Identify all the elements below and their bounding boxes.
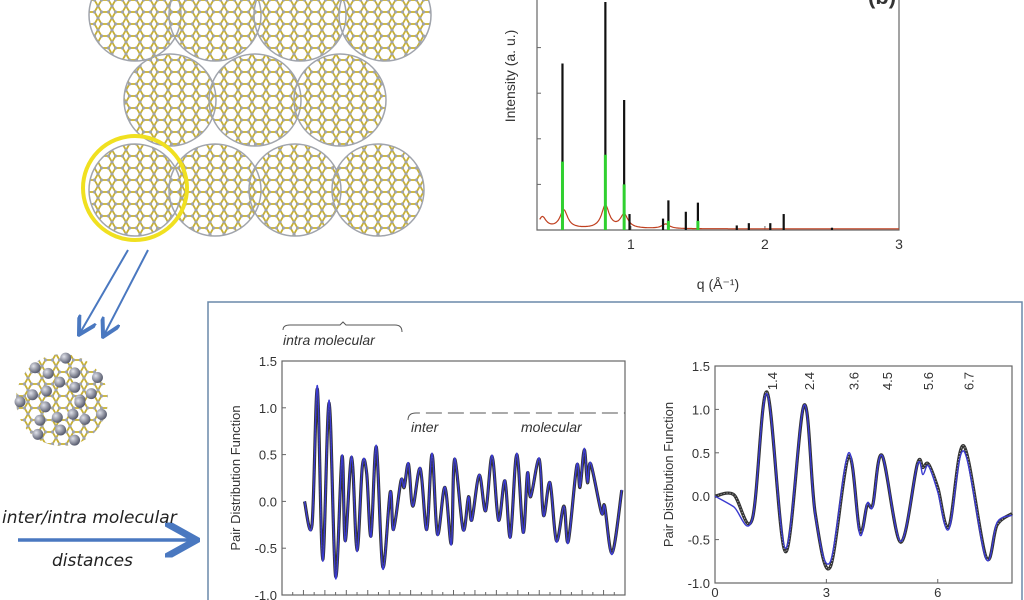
fullerene-sphere [208, 53, 302, 147]
x-tick-label: 2 [761, 236, 769, 252]
x-tick-label: 6 [934, 585, 941, 600]
y-tick-label: 1.0 [692, 402, 710, 417]
series-fit-line [303, 384, 623, 580]
peak-label: 4.5 [880, 372, 895, 390]
atom [40, 385, 52, 397]
series-fit-line [714, 393, 1013, 565]
atom [85, 388, 97, 400]
atom [79, 413, 91, 425]
axis-frame [536, 0, 900, 231]
caption-line2: distances [52, 551, 133, 571]
fullerene-sphere [293, 53, 387, 147]
inter-bracket [407, 412, 625, 421]
atom [54, 376, 66, 388]
atom [69, 367, 81, 379]
c60-molecule-image [14, 352, 108, 446]
y-tick-label: 0.0 [259, 494, 277, 509]
y-tick-label: -1.0 [688, 576, 710, 591]
fullerene-sphere [168, 143, 262, 237]
fullerene-sphere [248, 143, 342, 237]
atom [26, 389, 38, 401]
highlight-ring [81, 134, 189, 242]
atom [42, 367, 54, 379]
y-tick-label: 1.0 [259, 401, 277, 416]
atom [91, 371, 103, 383]
atom [55, 424, 67, 436]
x-tick-label: 0 [711, 585, 718, 600]
atom [32, 428, 44, 440]
atom [95, 408, 107, 420]
atom [74, 396, 86, 408]
x-tick-label: 3 [823, 585, 830, 600]
fullerene-sphere [253, 0, 347, 62]
fullerene-sphere [331, 143, 425, 237]
fullerene-sphere [168, 0, 262, 62]
peak-label: 2.4 [802, 372, 817, 390]
y-axis-label: Pair Distribution Function [661, 402, 676, 547]
y-tick-label: 0.5 [259, 448, 277, 463]
y-tick-label: 1.5 [692, 359, 710, 374]
y-tick-label: 0.5 [692, 446, 710, 461]
fullerene-sphere [123, 53, 217, 147]
atom [67, 408, 79, 420]
annotation-inter: inter [411, 419, 440, 435]
fullerene-sphere [338, 0, 432, 62]
series-red-line [539, 204, 899, 230]
intra-bracket [282, 321, 403, 333]
y-tick-label: 1.5 [259, 354, 277, 369]
fullerene-sphere [88, 143, 182, 237]
atom [34, 414, 46, 426]
y-tick-label: -1.0 [255, 588, 277, 600]
fullerene-lattice-image [88, 0, 432, 237]
annotation-intra: intra molecular [283, 332, 376, 348]
fullerene-sphere [88, 0, 182, 62]
peak-label: 1.4 [765, 372, 780, 390]
y-axis-label: Pair Distribution Function [228, 405, 243, 550]
pdf-wide-chart: 1.5 1.0 0.5 0.0 -0.5 -1.0 Pair Distribution Fu… [228, 321, 626, 600]
peak-label: 6.7 [962, 372, 977, 390]
peak-label: 3.6 [847, 372, 862, 390]
caption-line1: inter/intra molecular [2, 508, 177, 528]
x-tick-label: 1 [627, 236, 635, 252]
peak-label: 5.6 [921, 372, 936, 390]
atom [39, 401, 51, 413]
annotation-molecular: molecular [521, 419, 583, 435]
y-tick-label: 0.0 [692, 489, 710, 504]
axis-frame [714, 365, 1013, 584]
atom [69, 381, 81, 393]
atom [51, 411, 63, 423]
y-tick-label: -0.5 [255, 541, 277, 556]
atom [60, 352, 72, 364]
y-axis-label: Intensity (a. u.) [502, 30, 518, 123]
arrow-icon [80, 249, 129, 333]
series-data-line [714, 390, 1013, 571]
atom [69, 434, 81, 446]
x-axis-label: q (Å⁻¹) [697, 276, 739, 292]
y-tick-label: -0.5 [688, 533, 710, 548]
x-tick-label: 3 [895, 236, 903, 252]
series-data-markers [714, 391, 1013, 570]
diffraction-chart: 1 2 3 q (Å⁻¹) Intensity (a. u.) [502, 0, 903, 292]
pdf-short-chart: 1.5 1.0 0.5 0.0 -0.5 -1.0 Pair Distribution Fu… [661, 359, 1013, 600]
arrow-icon [104, 249, 149, 335]
pdf-panel-frame [207, 301, 1023, 600]
panel-label-b: (b) [868, 0, 896, 9]
atom [29, 362, 41, 374]
atom [14, 396, 26, 408]
